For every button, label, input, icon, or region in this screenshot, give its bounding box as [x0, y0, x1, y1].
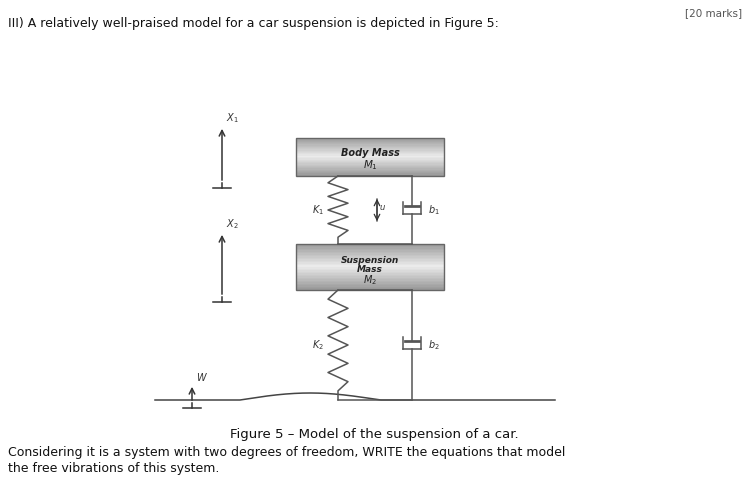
Bar: [296, 158, 444, 160]
Text: $b_2$: $b_2$: [428, 338, 440, 352]
Text: Body Mass: Body Mass: [340, 148, 399, 158]
Bar: [296, 285, 444, 287]
Text: $X_2$: $X_2$: [226, 217, 239, 231]
Bar: [296, 152, 444, 153]
Bar: [296, 275, 444, 276]
Bar: [296, 153, 444, 154]
Bar: [296, 284, 444, 285]
Bar: [296, 156, 444, 157]
Bar: [296, 247, 444, 248]
Bar: [296, 256, 444, 258]
Bar: [296, 146, 444, 147]
Bar: [296, 282, 444, 284]
Text: III) A relatively well-praised model for a car suspension is depicted in Figure : III) A relatively well-praised model for…: [8, 17, 499, 30]
Bar: [296, 259, 444, 261]
Bar: [296, 270, 444, 271]
Bar: [296, 150, 444, 152]
Bar: [296, 261, 444, 263]
Bar: [296, 169, 444, 170]
Bar: [296, 138, 444, 139]
Bar: [296, 145, 444, 146]
Bar: [296, 154, 444, 156]
Bar: [296, 289, 444, 290]
Text: $W$: $W$: [196, 371, 208, 383]
Text: $b_1$: $b_1$: [428, 203, 440, 217]
Bar: [296, 271, 444, 273]
Text: u: u: [380, 203, 385, 213]
Bar: [296, 148, 444, 149]
Bar: [296, 170, 444, 171]
Bar: [296, 266, 444, 267]
Bar: [296, 173, 444, 175]
Bar: [296, 160, 444, 161]
Text: $K_1$: $K_1$: [312, 203, 324, 217]
Bar: [296, 269, 444, 270]
Text: Suspension: Suspension: [341, 256, 399, 265]
Bar: [296, 287, 444, 289]
Text: $M_1$: $M_1$: [363, 158, 378, 172]
Bar: [296, 167, 444, 169]
Bar: [296, 281, 444, 282]
Bar: [296, 252, 444, 253]
Bar: [296, 253, 444, 255]
Bar: [296, 263, 444, 264]
Bar: [296, 143, 444, 145]
Bar: [296, 165, 444, 166]
Bar: [296, 273, 444, 275]
Bar: [296, 279, 444, 281]
Bar: [296, 278, 444, 279]
Bar: [296, 172, 444, 173]
Bar: [296, 255, 444, 256]
Text: $K_2$: $K_2$: [312, 338, 324, 352]
Text: the free vibrations of this system.: the free vibrations of this system.: [8, 462, 219, 475]
Bar: [296, 244, 444, 245]
Bar: [296, 139, 444, 141]
Bar: [296, 142, 444, 143]
Bar: [296, 171, 444, 172]
Bar: [296, 250, 444, 252]
Bar: [296, 245, 444, 247]
Bar: [296, 147, 444, 148]
Text: Mass: Mass: [357, 265, 383, 274]
Text: $X_1$: $X_1$: [226, 111, 239, 125]
Bar: [296, 244, 444, 290]
Bar: [296, 161, 444, 162]
Bar: [296, 258, 444, 259]
Bar: [296, 276, 444, 278]
Bar: [296, 163, 444, 165]
Bar: [296, 166, 444, 167]
Bar: [296, 141, 444, 142]
Bar: [296, 138, 444, 176]
Bar: [296, 175, 444, 176]
Bar: [296, 149, 444, 150]
Text: Figure 5 – Model of the suspension of a car.: Figure 5 – Model of the suspension of a …: [230, 428, 518, 441]
Text: [20 marks]: [20 marks]: [685, 8, 742, 18]
Bar: [296, 162, 444, 163]
Bar: [296, 248, 444, 250]
Text: $M_2$: $M_2$: [363, 273, 377, 287]
Bar: [296, 264, 444, 266]
Text: Considering it is a system with two degrees of freedom, WRITE the equations that: Considering it is a system with two degr…: [8, 446, 565, 459]
Bar: [296, 267, 444, 269]
Bar: [296, 157, 444, 158]
